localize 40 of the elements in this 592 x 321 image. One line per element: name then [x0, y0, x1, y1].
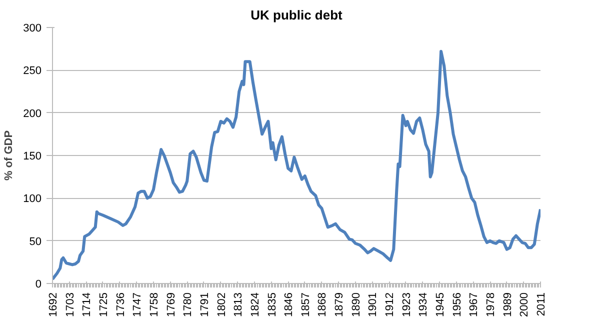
x-tick-label: 1956 [451, 292, 464, 317]
x-tick-label: 1703 [64, 292, 76, 317]
y-tick-label: 50 [29, 236, 42, 248]
x-tick-label: 1901 [367, 292, 380, 317]
x-tick-label: 1725 [98, 292, 110, 317]
x-tick-label: 1747 [132, 292, 144, 317]
x-tick-label: 1945 [434, 292, 447, 317]
y-tick-label: 250 [23, 65, 42, 78]
x-tick-label: 1879 [334, 292, 346, 317]
x-tick-label: 1978 [485, 292, 498, 317]
y-tick-label: 100 [23, 193, 42, 206]
x-tick-label: 1758 [148, 292, 160, 317]
x-tick-label: 1824 [249, 292, 262, 317]
y-tick-label: 150 [23, 150, 42, 162]
x-tick-label: 1692 [48, 292, 60, 317]
y-tick-label: 200 [23, 108, 42, 120]
x-tick-label: 1846 [283, 292, 296, 317]
x-tick-label: 1989 [502, 292, 514, 317]
x-tick-label: 1934 [418, 292, 430, 317]
x-tick-label: 1769 [165, 292, 178, 317]
x-tick-label: 1923 [400, 292, 413, 317]
x-tick-label: 1714 [81, 292, 94, 317]
x-tick-label: 1868 [316, 292, 329, 317]
line-series [52, 50, 540, 281]
x-tick-label: 1780 [182, 292, 194, 317]
x-tick-label: 2000 [518, 292, 531, 317]
y-tick-label: 300 [23, 22, 42, 34]
x-tick-label: 1736 [114, 292, 127, 317]
x-tick-label: 1890 [350, 292, 362, 317]
y-axis-title: % of GDP [3, 130, 16, 181]
x-tick-label: 1912 [384, 292, 396, 317]
x-tick-label: 1835 [266, 292, 278, 317]
x-tick-label: 1813 [232, 292, 245, 317]
chart-title: UK public debt [250, 8, 344, 22]
x-tick-label: 1791 [198, 292, 211, 317]
x-tick-label: 1857 [300, 292, 312, 317]
x-tick-label: 2011 [536, 292, 548, 316]
x-tick-label: 1967 [468, 292, 480, 317]
y-tick-label: 0 [35, 278, 42, 290]
x-tick-label: 1802 [216, 292, 228, 317]
